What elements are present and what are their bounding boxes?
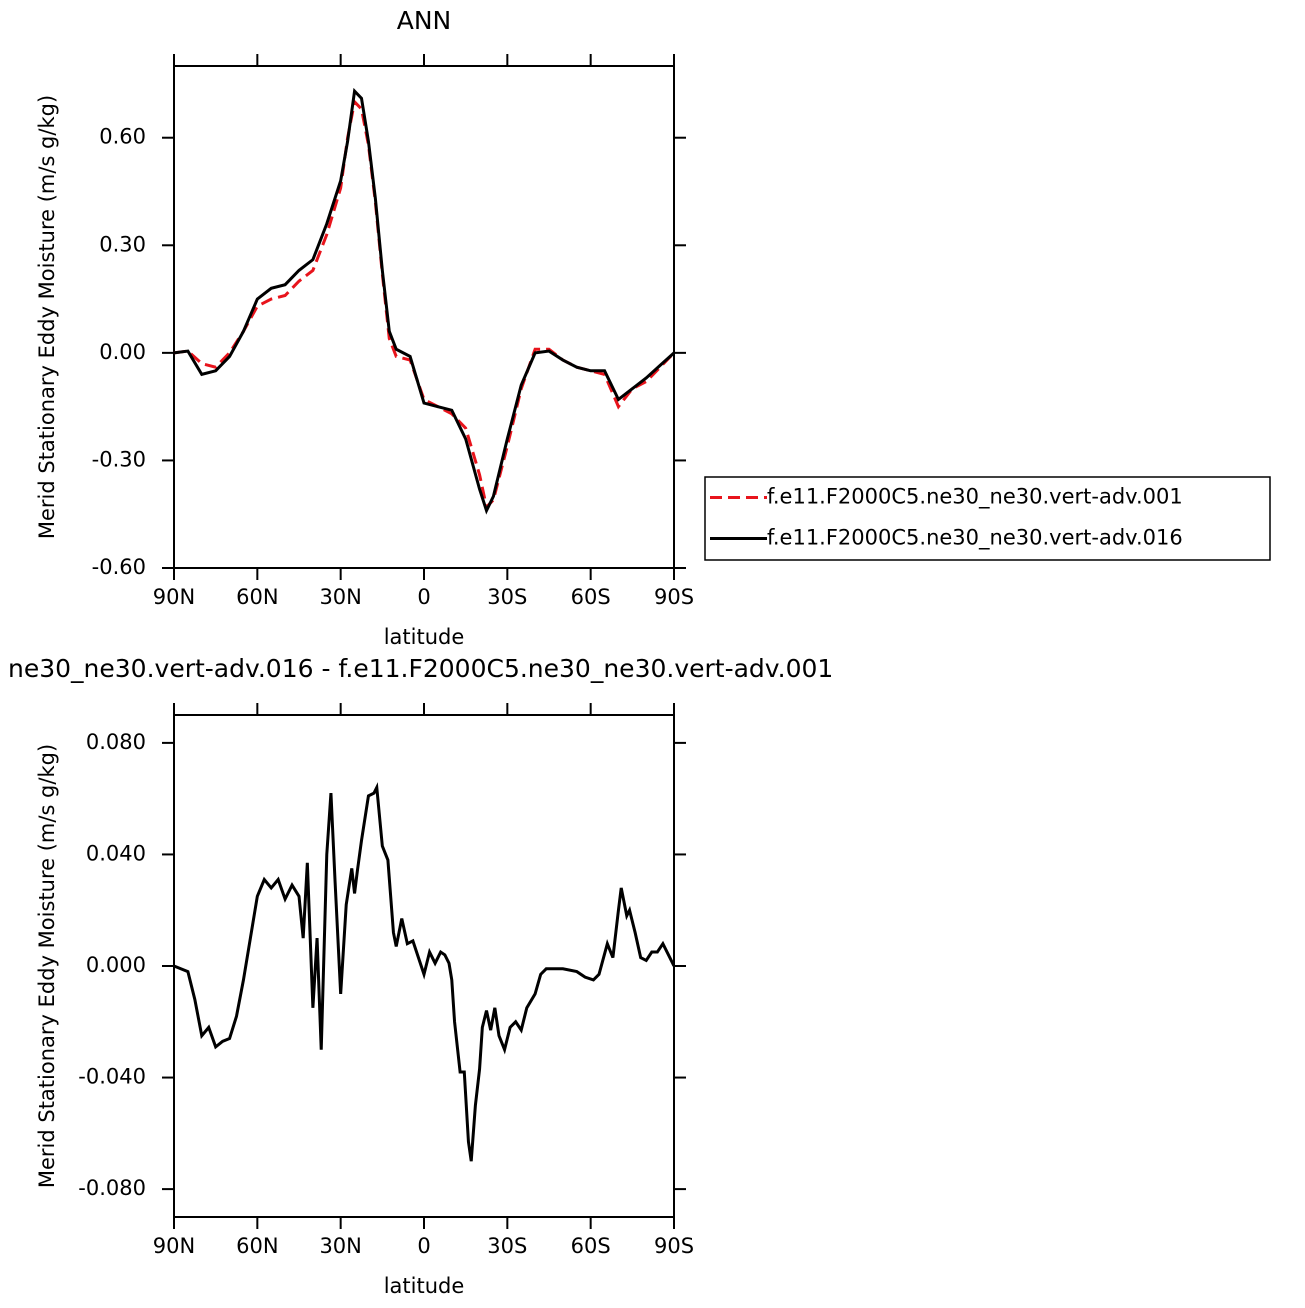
y-tick-label: 0.080 (86, 730, 146, 754)
x-tick-label: 90N (153, 1234, 195, 1258)
y-tick-label: 0.00 (99, 340, 146, 364)
y-axis-label: Merid Stationary Eddy Moisture (m/s g/kg… (35, 744, 59, 1188)
y-tick-label: -0.30 (92, 447, 146, 471)
x-tick-label: 60N (236, 1234, 278, 1258)
chart-title: ANN (397, 6, 452, 35)
chart-title: ne30_ne30.vert-adv.016 - f.e11.F2000C5.n… (8, 654, 833, 683)
x-tick-label: 90S (654, 1234, 694, 1258)
legend-box (704, 476, 1271, 561)
x-tick-label: 60N (236, 585, 278, 609)
y-tick-label: -0.040 (78, 1065, 146, 1089)
y-tick-label: -0.080 (78, 1176, 146, 1200)
x-tick-label: 90N (153, 585, 195, 609)
plot-frame (173, 714, 675, 1218)
y-axis-label: Merid Stationary Eddy Moisture (m/s g/kg… (35, 95, 59, 539)
x-tick-label: 30N (319, 1234, 361, 1258)
data-line (173, 782, 676, 1162)
x-tick-label: 60S (571, 585, 611, 609)
y-tick-label: 0.30 (99, 232, 146, 256)
y-tick-label: 0.040 (86, 841, 146, 865)
data-line (173, 98, 676, 511)
legend-label: f.e11.F2000C5.ne30_ne30.vert-adv.016 (767, 526, 1183, 551)
x-tick-label: 30N (319, 585, 361, 609)
x-axis-label: latitude (384, 1274, 465, 1298)
x-tick-label: 30S (487, 1234, 527, 1258)
x-tick-label: 0 (417, 1234, 430, 1258)
x-tick-label: 90S (654, 585, 694, 609)
x-axis-label: latitude (384, 625, 465, 649)
x-tick-label: 60S (571, 1234, 611, 1258)
x-tick-label: 30S (487, 585, 527, 609)
y-tick-label: 0.000 (86, 953, 146, 977)
x-tick-label: 0 (417, 585, 430, 609)
data-line (173, 87, 676, 515)
legend-label: f.e11.F2000C5.ne30_ne30.vert-adv.001 (767, 485, 1183, 510)
y-tick-label: 0.60 (99, 125, 146, 149)
y-tick-label: -0.60 (92, 555, 146, 579)
